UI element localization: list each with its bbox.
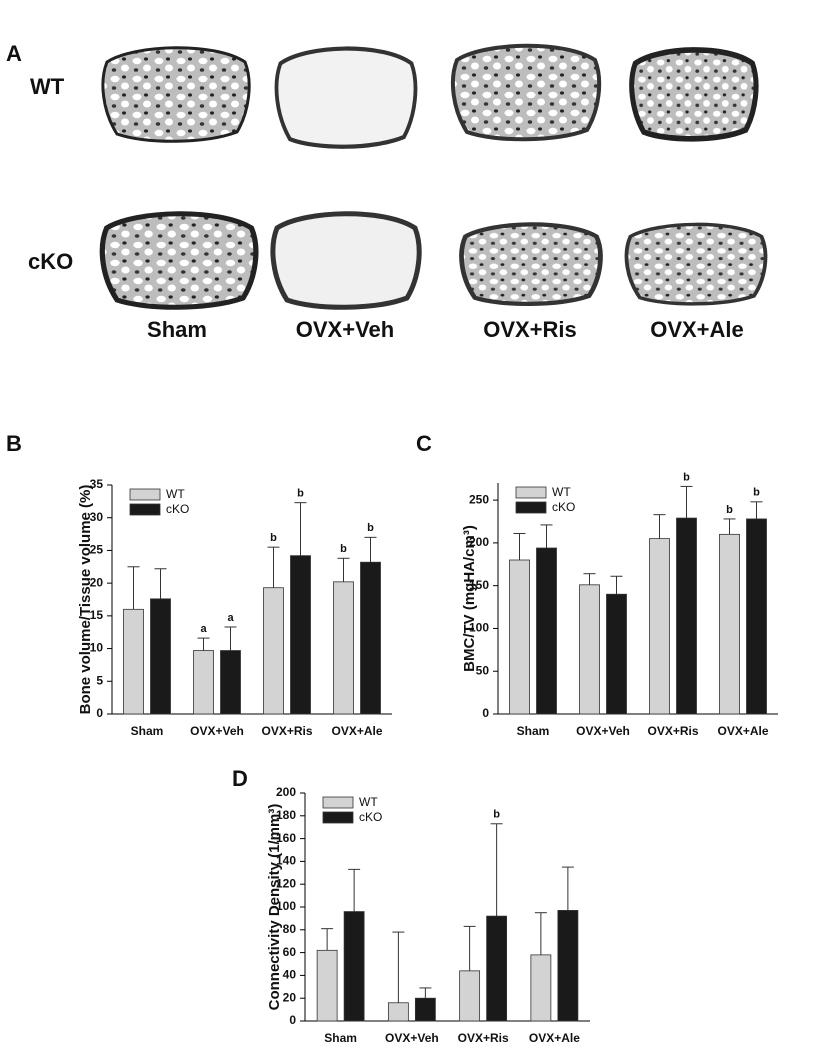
panel-label: A	[6, 41, 22, 66]
column-label: OVX+Veh	[296, 317, 394, 342]
legend-swatch	[129, 503, 161, 516]
y-tick-label: 20	[90, 575, 104, 589]
significance-label: b	[270, 532, 277, 544]
x-tick-label: Sham	[131, 724, 164, 738]
y-tick-label: 160	[276, 831, 296, 845]
y-tick-label: 140	[276, 854, 296, 868]
x-tick-label: OVX+Ris	[261, 724, 312, 738]
y-tick-label: 30	[90, 510, 104, 524]
legend-label: WT	[552, 485, 571, 499]
x-tick-label: OVX+Ris	[647, 724, 698, 738]
significance-label: b	[726, 504, 733, 516]
bar	[509, 559, 530, 715]
legend-label: WT	[166, 487, 185, 501]
x-tick-label: OVX+Veh	[190, 724, 244, 738]
bar	[414, 997, 436, 1022]
legend-label: cKO	[166, 502, 189, 516]
bar	[220, 650, 241, 715]
legend-swatch	[322, 796, 354, 809]
y-tick-label: 25	[90, 543, 104, 557]
y-tick-label: 5	[96, 673, 103, 687]
panel-label: D	[232, 766, 248, 791]
column-label: OVX+Ale	[650, 317, 744, 342]
bar	[333, 581, 354, 715]
bar	[606, 593, 627, 715]
significance-label: b	[683, 471, 690, 483]
y-tick-label: 15	[90, 608, 104, 622]
y-tick-label: 20	[283, 990, 297, 1004]
significance-label: a	[200, 623, 207, 635]
row-label: WT	[30, 74, 65, 99]
bar	[649, 538, 670, 715]
y-tick-label: 0	[482, 706, 489, 720]
y-tick-label: 180	[276, 808, 296, 822]
x-tick-label: OVX+Ale	[331, 724, 382, 738]
bar	[150, 598, 171, 715]
y-tick-label: 0	[96, 706, 103, 720]
y-tick-label: 60	[283, 945, 297, 959]
panel-label: C	[416, 431, 432, 456]
x-tick-label: OVX+Ale	[529, 1031, 580, 1045]
bar	[530, 954, 552, 1022]
bar	[719, 533, 740, 715]
y-axis-label: BMC/TV (mgHA/cm³)	[461, 525, 478, 672]
significance-label: b	[753, 487, 760, 499]
bar	[360, 561, 381, 715]
bar	[316, 949, 338, 1022]
legend-label: cKO	[359, 810, 382, 824]
micro-ct-images	[102, 43, 768, 308]
bar	[193, 650, 214, 715]
legend-swatch	[515, 486, 547, 499]
bar	[290, 555, 311, 715]
x-tick-label: OVX+Veh	[576, 724, 630, 738]
y-tick-label: 80	[283, 922, 297, 936]
bar	[746, 518, 767, 715]
legend-swatch	[322, 811, 354, 824]
bar	[263, 587, 284, 715]
significance-label: a	[227, 612, 234, 624]
y-axis-label: Bone volume/Tissue volume (%)	[77, 485, 94, 715]
y-tick-label: 35	[90, 477, 104, 491]
x-tick-label: OVX+Ale	[717, 724, 768, 738]
significance-label: b	[297, 488, 304, 500]
x-tick-label: Sham	[324, 1031, 357, 1045]
bar	[536, 547, 557, 715]
bar	[343, 911, 365, 1022]
row-label: cKO	[28, 249, 73, 274]
y-tick-label: 50	[476, 663, 490, 677]
y-tick-label: 40	[283, 968, 297, 982]
column-label: Sham	[147, 317, 207, 342]
bar	[579, 584, 600, 715]
bar	[123, 608, 144, 715]
significance-label: b	[367, 522, 374, 534]
y-tick-label: 10	[90, 641, 104, 655]
bar	[557, 910, 579, 1022]
significance-label: b	[493, 809, 500, 821]
y-tick-label: 100	[276, 899, 296, 913]
bar	[676, 517, 697, 715]
x-tick-label: Sham	[517, 724, 550, 738]
panel-label: B	[6, 431, 22, 456]
legend-label: WT	[359, 795, 378, 809]
column-label: OVX+Ris	[483, 317, 577, 342]
significance-label: b	[340, 543, 347, 555]
bar	[459, 970, 481, 1022]
y-tick-label: 0	[289, 1013, 296, 1027]
legend-swatch	[515, 501, 547, 514]
y-tick-label: 200	[469, 535, 489, 549]
y-tick-label: 200	[276, 785, 296, 799]
x-tick-label: OVX+Veh	[385, 1031, 439, 1045]
y-tick-label: 150	[469, 578, 489, 592]
legend-label: cKO	[552, 500, 575, 514]
y-tick-label: 250	[469, 492, 489, 506]
x-tick-label: OVX+Ris	[458, 1031, 509, 1045]
bar	[486, 915, 508, 1022]
y-axis-label: Connectivity Density (1/mm³)	[266, 804, 283, 1011]
legend-swatch	[129, 488, 161, 501]
y-tick-label: 100	[469, 621, 489, 635]
bar	[387, 1002, 409, 1022]
y-tick-label: 120	[276, 876, 296, 890]
